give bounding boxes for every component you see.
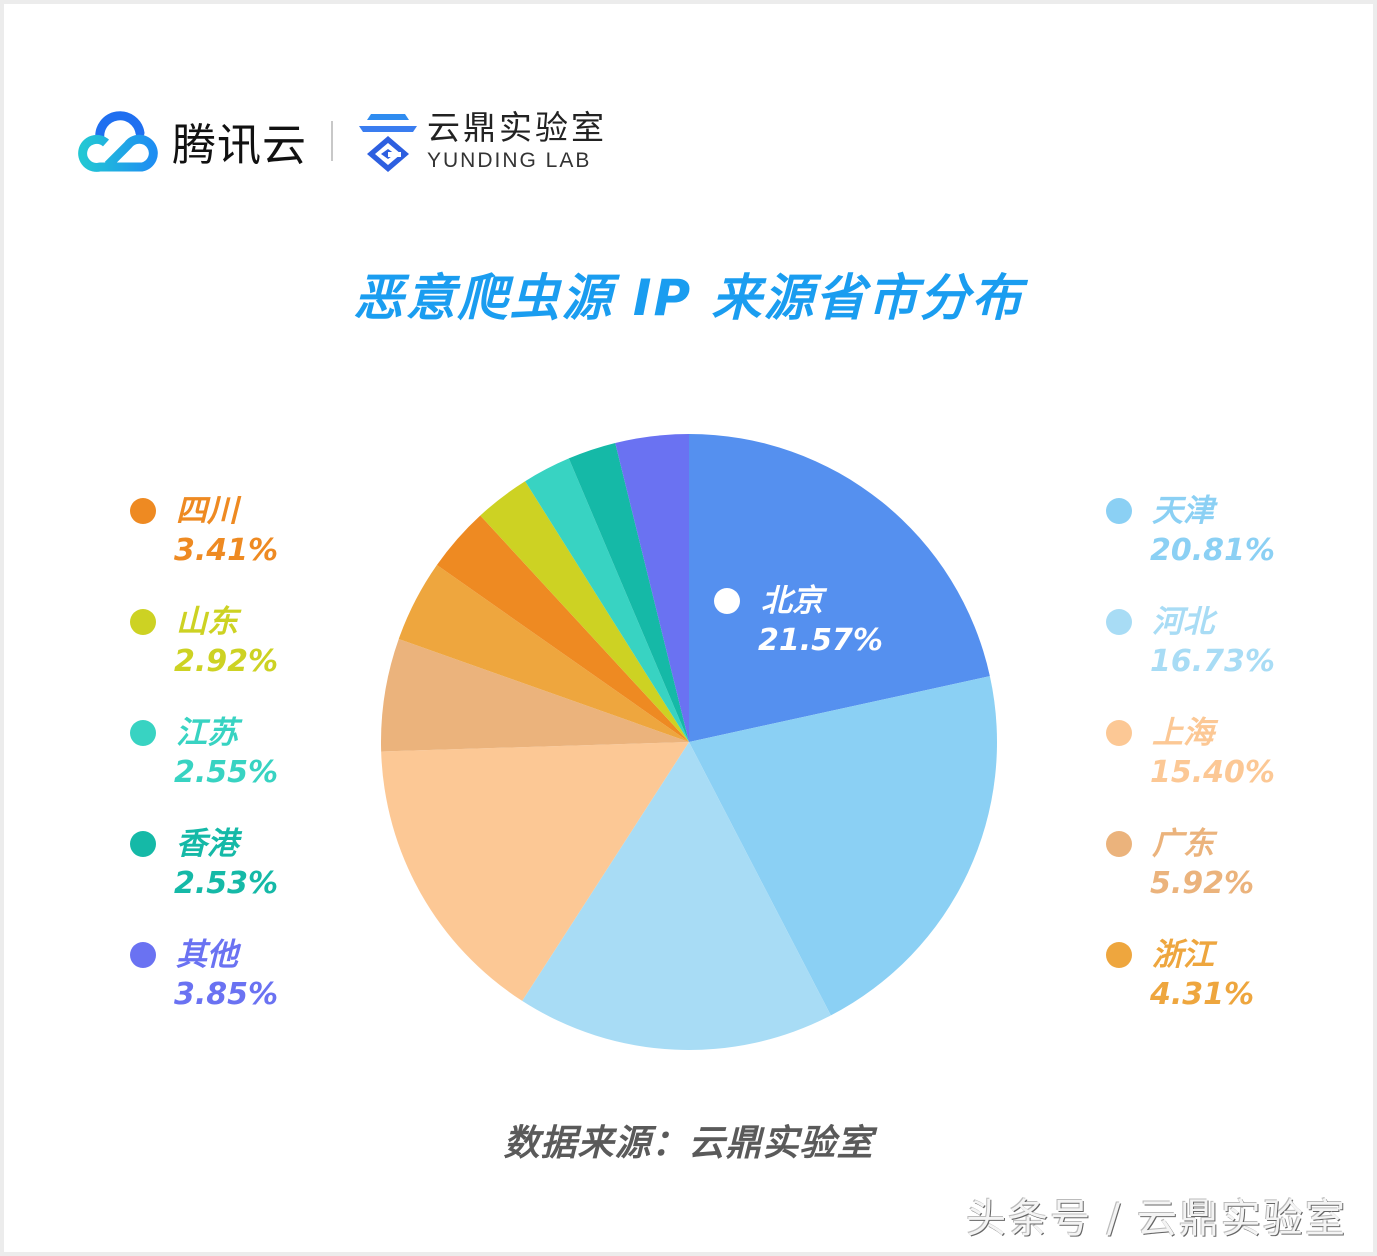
pie-chart xyxy=(381,434,997,1050)
brand-header: 腾讯云 云鼎实验室 YUNDING LAB xyxy=(78,105,607,177)
legend-dot-icon xyxy=(130,498,156,524)
legend-name: 香港 xyxy=(176,826,238,862)
pie-slice xyxy=(689,434,990,742)
legend-name: 江苏 xyxy=(176,715,238,751)
legend-name: 天津 xyxy=(1152,493,1214,529)
tencent-cloud-logo-icon xyxy=(78,111,158,172)
legend-dot-icon xyxy=(130,720,156,746)
legend-dot-icon xyxy=(1106,609,1132,635)
legend-name: 四川 xyxy=(176,493,238,529)
pie-slice xyxy=(525,458,689,742)
legend-name: 上海 xyxy=(1152,715,1214,751)
data-source: 数据来源：云鼎实验室 xyxy=(503,1123,874,1164)
legend-value: 16.73% xyxy=(1150,644,1275,679)
legend-value: 3.85% xyxy=(174,977,279,1012)
legend-value: 20.81% xyxy=(1150,533,1275,568)
legend-name: 广东 xyxy=(1152,826,1214,862)
legend-dot-icon xyxy=(130,609,156,635)
legend-dot-icon xyxy=(1106,831,1132,857)
legend-dot-icon xyxy=(1106,942,1132,968)
brand-lab: 云鼎实验室 YUNDING LAB xyxy=(427,111,607,171)
brand-divider xyxy=(331,121,333,161)
pie-slice xyxy=(615,434,689,742)
pie-slice xyxy=(398,565,689,742)
legend-value: 5.92% xyxy=(1150,866,1255,901)
inner-label-name: 北京 xyxy=(761,583,823,619)
legend-value: 2.53% xyxy=(174,866,279,901)
legend-dot-icon xyxy=(1106,720,1132,746)
inner-label-dot-icon xyxy=(714,588,740,614)
pie-slice xyxy=(381,638,689,752)
legend-dot-icon xyxy=(130,831,156,857)
inner-label-value: 21.57% xyxy=(758,623,883,658)
brand-lab-cn: 云鼎实验室 xyxy=(427,108,607,147)
watermark: 头条号 / 云鼎实验室 xyxy=(966,1196,1347,1242)
chart-title: 恶意爬虫源 IP 来源省市分布 xyxy=(353,269,1024,327)
pie-slice xyxy=(381,742,689,1001)
legend-dot-icon xyxy=(1106,498,1132,524)
brand-lab-en: YUNDING LAB xyxy=(427,149,592,172)
pie-slice xyxy=(480,481,689,742)
legend-name: 河北 xyxy=(1152,604,1214,640)
pie-slice xyxy=(568,442,689,742)
pie-slice xyxy=(689,676,997,1016)
yunding-lab-logo-icon xyxy=(359,114,417,172)
brand-tencent-text: 腾讯云 xyxy=(172,120,307,171)
pie-slice xyxy=(436,515,689,742)
legend-value: 3.41% xyxy=(174,533,279,568)
legend-name: 浙江 xyxy=(1152,937,1214,973)
legend-value: 2.55% xyxy=(174,755,279,790)
legend-dot-icon xyxy=(130,942,156,968)
pie-slice xyxy=(522,742,831,1050)
legend-value: 2.92% xyxy=(174,644,279,679)
legend-name: 其他 xyxy=(176,937,238,973)
legend-value: 15.40% xyxy=(1150,755,1275,790)
legend-name: 山东 xyxy=(176,604,238,640)
legend-value: 4.31% xyxy=(1150,977,1255,1012)
